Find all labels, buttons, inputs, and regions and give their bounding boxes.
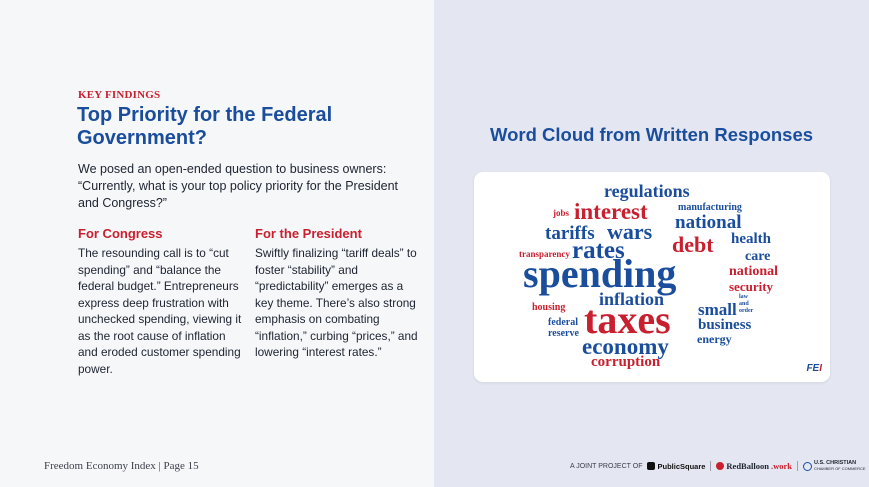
word-taxes: taxes — [584, 297, 671, 342]
word-health: health — [731, 231, 772, 247]
joint-project-label: A JOINT PROJECT OF — [570, 462, 643, 470]
fei-logo-b: I — [819, 363, 822, 374]
joint-project-footer: A JOINT PROJECT OF PublicSquare RedBallo… — [570, 460, 866, 472]
uscc-seal-icon — [802, 461, 812, 471]
word-jobs: jobs — [553, 208, 570, 218]
congress-body: The resounding call is to “cut spending”… — [78, 246, 242, 376]
word-order: order — [739, 308, 754, 314]
key-findings-label: KEY FINDINGS — [78, 89, 161, 101]
word-debt: debt — [672, 232, 714, 257]
president-column: For the President Swiftly finalizing “ta… — [255, 226, 420, 361]
word-and: and — [739, 301, 749, 307]
left-panel: KEY FINDINGS Top Priority for the Federa… — [0, 0, 434, 487]
publicsquare-icon — [647, 462, 656, 470]
word-national-2: national — [729, 264, 779, 279]
page-footer-label: Freedom Economy Index | Page 15 — [44, 460, 199, 472]
uscc-text: U.S. CHRISTIAN CHAMBER OF COMMERCE — [814, 460, 866, 472]
word-economy: economy — [582, 334, 669, 359]
word-cloud-card: regulations jobs interest manufacturing … — [474, 172, 830, 382]
publicsquare-text: PublicSquare — [657, 461, 706, 471]
word-reserve: reserve — [548, 328, 579, 339]
balloon-icon — [716, 462, 725, 470]
word-inflation: inflation — [599, 289, 665, 309]
page-title: Top Priority for the Federal Government? — [77, 104, 333, 149]
word-housing: housing — [532, 302, 566, 313]
president-heading: For the President — [255, 226, 362, 241]
uscc-line-2: CHAMBER OF COMMERCE — [813, 466, 866, 471]
uscc-logo: U.S. CHRISTIAN CHAMBER OF COMMERCE — [802, 460, 866, 472]
word-interest: interest — [574, 199, 648, 224]
word-energy: energy — [697, 332, 732, 346]
word-small: small — [698, 300, 737, 319]
word-manufacturing: manufacturing — [678, 202, 742, 213]
word-corruption: corruption — [591, 354, 661, 370]
president-body: Swiftly finalizing “tariff deals” to fos… — [255, 246, 418, 359]
congress-column: For Congress The resounding call is to “… — [78, 226, 243, 377]
word-rates: rates — [572, 237, 625, 264]
word-business: business — [698, 317, 752, 333]
footer-divider — [710, 461, 712, 471]
uscc-line-1: U.S. CHRISTIAN — [813, 460, 857, 466]
word-spending: spending — [523, 251, 677, 296]
footer-divider — [796, 461, 798, 471]
fei-logo: FEI — [806, 363, 822, 374]
word-wars: wars — [607, 219, 653, 244]
fei-logo-a: FE — [806, 363, 820, 374]
publicsquare-logo: PublicSquare — [647, 462, 705, 471]
congress-heading: For Congress — [78, 226, 163, 241]
redballoon-logo: RedBalloon .work — [716, 461, 792, 471]
redballoon-text: RedBalloon — [726, 461, 769, 471]
redballoon-work-text: .work — [770, 461, 792, 471]
word-cloud-title: Word Cloud from Written Responses — [489, 124, 814, 145]
word-care: care — [745, 249, 771, 264]
word-transparency: transparency — [519, 249, 570, 259]
word-law: law — [739, 294, 748, 300]
word-tariffs: tariffs — [545, 223, 595, 244]
word-federal: federal — [548, 317, 578, 328]
intro-text: We posed an open-ended question to busin… — [78, 162, 399, 210]
word-security: security — [729, 279, 774, 294]
word-national-1: national — [675, 212, 742, 233]
word-regulations: regulations — [604, 181, 690, 201]
